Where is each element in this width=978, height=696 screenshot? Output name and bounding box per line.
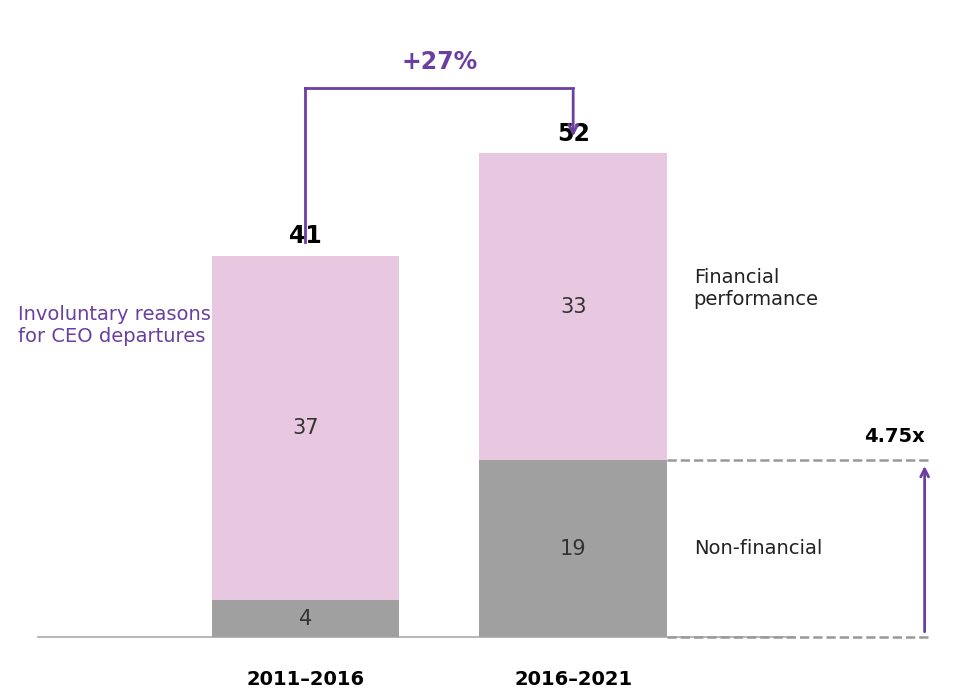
Text: Non-financial: Non-financial xyxy=(693,539,822,558)
Text: Financial
performance: Financial performance xyxy=(693,268,818,308)
Text: 41: 41 xyxy=(289,224,322,248)
Bar xyxy=(211,600,399,638)
Text: 19: 19 xyxy=(559,539,586,559)
Bar xyxy=(479,460,666,638)
Text: 4: 4 xyxy=(298,609,312,628)
Text: 2016–2021: 2016–2021 xyxy=(513,670,632,689)
Text: 52: 52 xyxy=(556,122,589,145)
Bar xyxy=(211,255,399,600)
Text: Involuntary reasons
for CEO departures: Involuntary reasons for CEO departures xyxy=(18,305,210,346)
Text: 33: 33 xyxy=(559,296,586,317)
Text: +27%: +27% xyxy=(401,50,477,74)
Text: 4.75x: 4.75x xyxy=(863,427,923,446)
Bar xyxy=(479,153,666,460)
Text: 37: 37 xyxy=(291,418,318,438)
Text: 2011–2016: 2011–2016 xyxy=(246,670,364,689)
